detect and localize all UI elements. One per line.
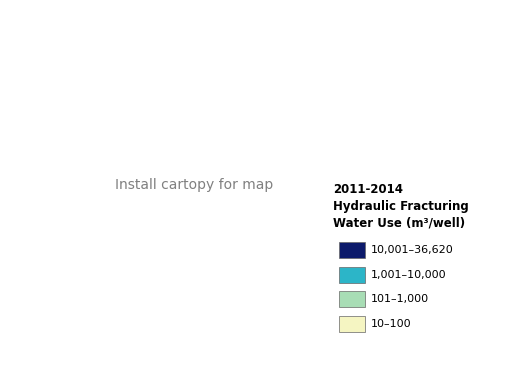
Text: 101–1,000: 101–1,000 [371,294,429,304]
Text: 2011-2014
Hydraulic Fracturing
Water Use (m³/well): 2011-2014 Hydraulic Fracturing Water Use… [333,183,469,230]
Text: 1,001–10,000: 1,001–10,000 [371,270,447,280]
Text: 10,001–36,620: 10,001–36,620 [371,245,454,255]
Text: 10–100: 10–100 [371,319,412,329]
Text: Install cartopy for map: Install cartopy for map [115,178,274,192]
